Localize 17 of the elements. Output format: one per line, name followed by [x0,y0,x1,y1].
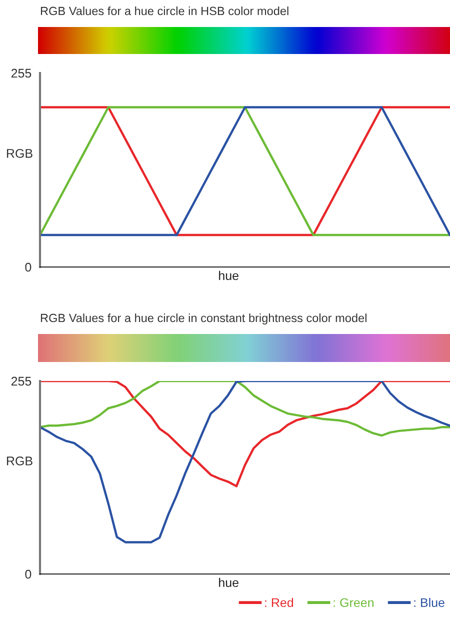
y-tick-label: 255 [11,68,32,78]
line-series [40,381,450,544]
legend-label: : Green [334,598,374,608]
chart-title: RGB Values for a hue circle in HSB color model [40,6,288,16]
x-axis-title: hue [219,270,238,280]
legend-label: : Red [265,598,294,608]
y-axis-title: RGB [6,456,32,466]
line-series [40,381,450,488]
line-series [40,106,450,236]
y-tick-label: 255 [11,376,32,386]
chart-title: RGB Values for a hue circle in constant brightness color model [40,313,366,325]
line-series [40,381,450,437]
y-tick-label: 0 [25,262,32,272]
legend-label: : Blue [414,598,444,608]
x-axis-title: hue [219,578,238,588]
y-tick-label: 0 [25,570,32,579]
y-axis-title: RGB [6,148,32,158]
